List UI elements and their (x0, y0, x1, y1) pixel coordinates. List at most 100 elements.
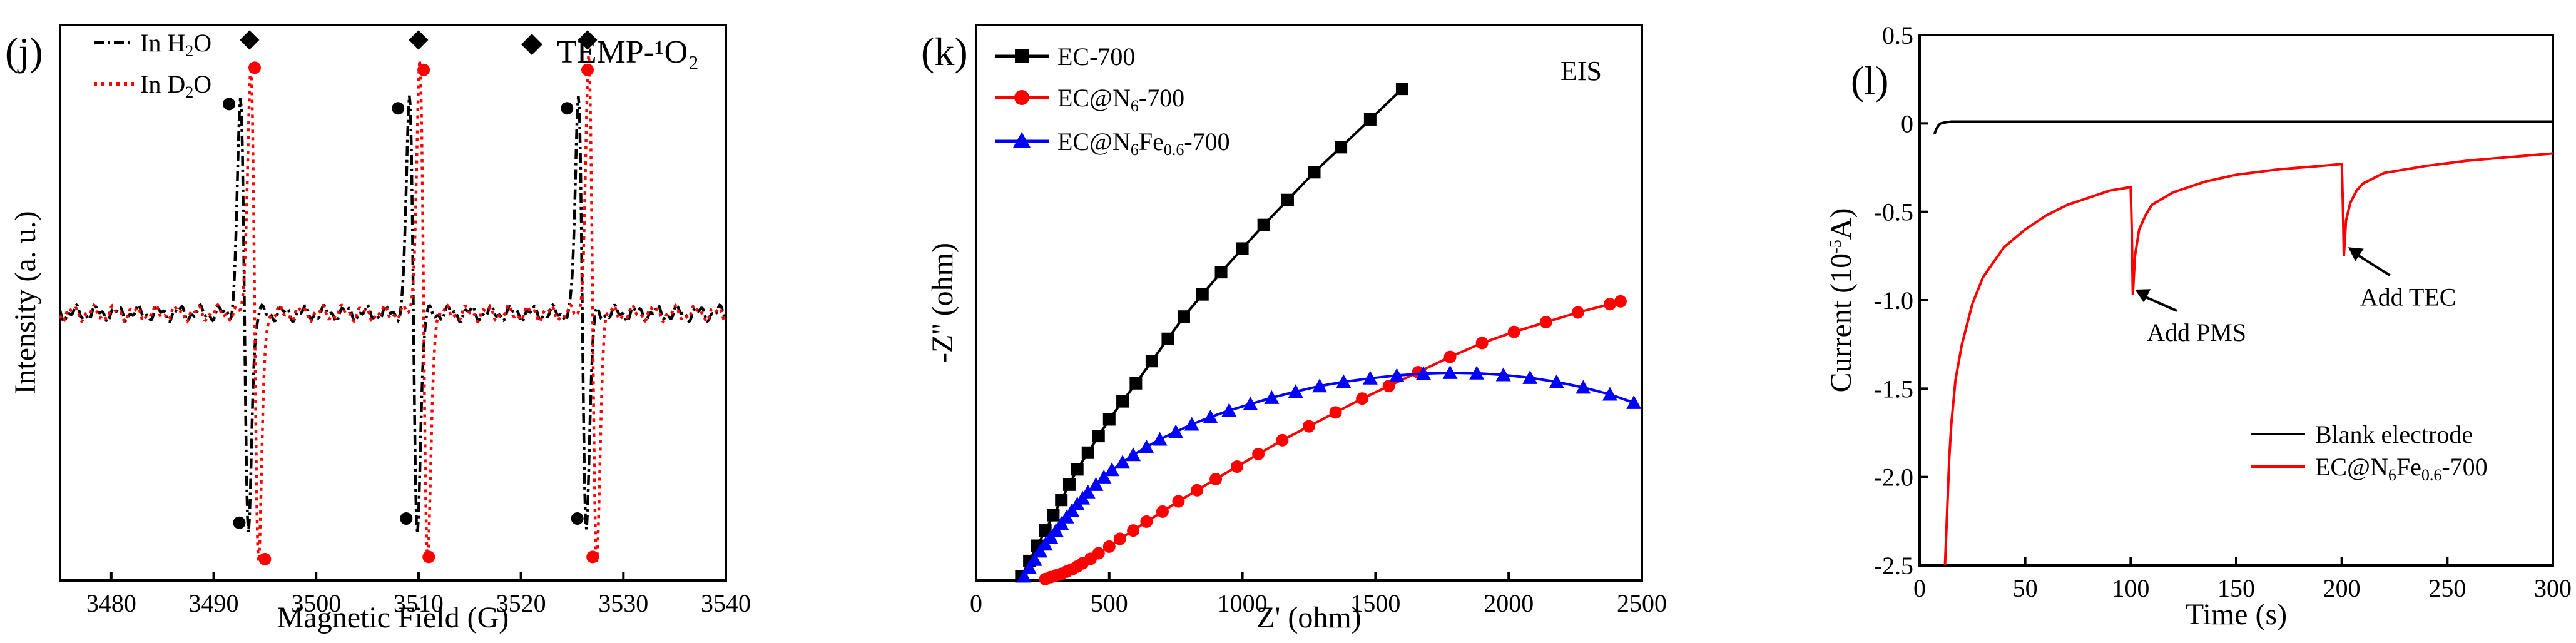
panel-j-xtick-label: 3540 (701, 589, 751, 617)
panel-j-ylabel: Intensity (a. u.) (9, 211, 42, 394)
data-point-ecn6 (1102, 540, 1116, 553)
data-point-ecn6fe (1152, 432, 1168, 446)
panel-l-legend: Blank electrode EC@N6Fe0.6-700 (2251, 420, 2488, 484)
panel-l-ytick-label: -0.5 (1874, 198, 1913, 226)
data-point-ecn6fe (1037, 537, 1053, 551)
panel-l-ylabel: Current (10-5A) (1825, 208, 1858, 393)
panel-k-curves (1015, 83, 1642, 585)
data-point-ecn6fe (1096, 469, 1112, 484)
panel-j-legend: In H2O In D2O TEMP-¹O₂ (94, 29, 699, 101)
legend-square-icon (1015, 49, 1029, 63)
data-point-ec700 (1335, 141, 1348, 154)
data-point-ecn6fe (1264, 390, 1280, 404)
panel-k-xtick-label: 500 (1091, 589, 1128, 617)
data-point-ec700 (1071, 463, 1084, 476)
panel-k-xlabel: Z' (ohm) (1256, 601, 1361, 634)
data-point-ecn6fe (1115, 455, 1131, 469)
data-point-ecn6 (1191, 484, 1204, 497)
data-point-ecn6fe (1126, 447, 1141, 462)
data-point-ecn6 (1356, 392, 1369, 405)
panel-j-xtick-label: 3490 (189, 589, 239, 617)
data-point-ecn6fe (1104, 462, 1120, 477)
data-point-ecn6 (1252, 447, 1265, 460)
panel-l-y-ticks: 0.5 0 -0.5 -1.0 -1.5 -2.0 -2.5 (1874, 21, 1928, 580)
panel-l-xtick-label: 0 (1913, 574, 1926, 602)
data-point-ecn6fe (1043, 530, 1059, 544)
data-point-h2o (400, 512, 413, 525)
data-point-ecn6fe (1243, 397, 1258, 411)
data-point-ecn6fe (1168, 424, 1184, 438)
data-point-ecn6fe (1416, 366, 1432, 380)
data-point-ecn6fe (1522, 370, 1538, 384)
data-point-ecn6fe (1221, 403, 1237, 417)
data-point-ecn6 (1329, 406, 1342, 419)
panel-k-xtick-label: 1000 (1218, 589, 1268, 617)
panel-j-x-ticks: 3480 3490 3500 3510 3520 3530 3540 (86, 572, 751, 617)
panel-k-xtick-label: 2000 (1484, 589, 1534, 617)
data-point-ec700 (1177, 310, 1190, 323)
panel-k-xtick-label: 2500 (1617, 589, 1667, 617)
panel-l-xtick-label: 50 (2013, 574, 2038, 602)
data-point-ecn6fe (1602, 387, 1617, 401)
panel-k-xtick-label: 0 (970, 589, 982, 617)
data-point-ec700 (1062, 478, 1076, 491)
data-point-ecn6fe (1626, 395, 1642, 409)
data-point-ecn6 (1507, 325, 1520, 338)
data-point-d2o (248, 61, 262, 74)
data-point-ec700 (1047, 509, 1060, 522)
annotation-arrow (2352, 251, 2391, 277)
data-point-ecn6fe (1184, 417, 1199, 431)
data-point-d2o (258, 552, 272, 565)
legend-label-temp: TEMP-¹O₂ (557, 34, 699, 70)
data-point-ecn6 (1231, 460, 1244, 473)
data-point-ecn6 (1127, 524, 1140, 537)
series-line-blank (1933, 120, 2553, 135)
data-point-ecn6fe (1549, 374, 1564, 388)
series-line-ecn6fe (1943, 152, 2553, 566)
panel-k-label: (k) (921, 29, 968, 74)
panel-j-label: (j) (5, 29, 43, 74)
data-point-ecn6 (1603, 298, 1616, 311)
legend-circle-icon (1014, 90, 1029, 105)
data-point-ec700 (1363, 113, 1377, 126)
legend-label-ecn6: EC@N6-700 (1057, 84, 1184, 115)
panel-l-curves (1933, 120, 2553, 566)
data-point-ec700 (1116, 395, 1129, 408)
data-point-ecn6fe (1576, 380, 1591, 394)
diamond-marker (409, 30, 429, 50)
data-point-ecn6fe (1203, 409, 1218, 423)
data-point-ecn6fe (1022, 560, 1037, 575)
data-point-h2o (571, 512, 584, 525)
panel-l-ytick-label: 0 (1901, 109, 1913, 138)
data-point-ecn6fe (1288, 384, 1303, 398)
data-point-ecn6 (1172, 495, 1185, 508)
data-point-ecn6fe (1312, 378, 1328, 393)
diamond-marker (240, 30, 260, 50)
panel-l-annotation-text: Add PMS (2147, 318, 2246, 347)
data-point-ecn6fe (1088, 477, 1104, 491)
panel-k-x-ticks: 0 500 1000 1500 2000 2500 (970, 572, 1667, 617)
data-point-d2o (581, 63, 594, 76)
data-point-ecn6 (1614, 295, 1627, 308)
panel-l-ytick-label: -2.5 (1874, 552, 1913, 580)
panel-l-annotations: Add PMS Add TEC (2135, 247, 2456, 347)
data-point-ec700 (1129, 377, 1143, 390)
data-point-ec700 (1145, 355, 1158, 368)
data-point-ec700 (1081, 446, 1094, 459)
panel-k-ylabel: -Z'' (ohm) (926, 243, 959, 363)
data-point-d2o (417, 63, 430, 76)
data-point-ecn6 (1475, 337, 1489, 350)
panel-j-xtick-label: 3530 (598, 589, 648, 617)
panel-k-legend: EC-700 EC@N6-700 EC@N6Fe0.6-700 (995, 43, 1230, 159)
legend-label-h2o: In H2O (140, 29, 211, 60)
panel-l-ytick-label: -2.0 (1874, 463, 1913, 492)
panel-j-frame (59, 24, 727, 582)
data-point-ecn6 (1209, 472, 1223, 485)
data-point-ecn6fe (1469, 365, 1485, 380)
panel-j-dots (223, 61, 599, 565)
legend-label-ecn6fe-l: EC@N6Fe0.6-700 (2315, 453, 2488, 484)
data-point-ecn6fe (1027, 552, 1042, 566)
data-point-ecn6fe (1495, 367, 1511, 382)
panel-k-frame (975, 24, 1643, 582)
